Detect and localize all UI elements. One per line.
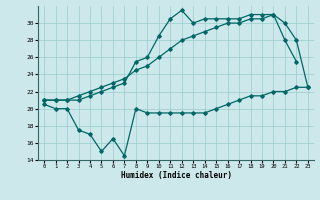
X-axis label: Humidex (Indice chaleur): Humidex (Indice chaleur) <box>121 171 231 180</box>
